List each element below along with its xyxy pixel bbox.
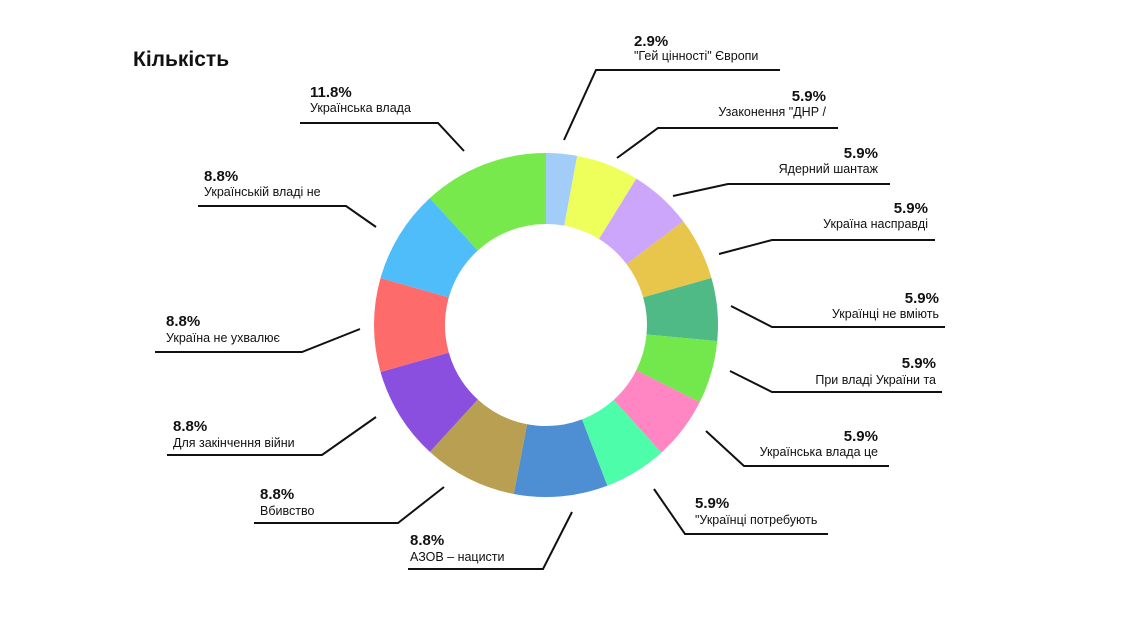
slice-percent-label: 5.9% xyxy=(695,495,729,512)
slice-category-label: Для закінчення війни xyxy=(173,436,295,450)
donut-slice xyxy=(546,153,578,226)
slice-category-label: АЗОВ – нацисти xyxy=(410,550,505,564)
slice-category-label: При владі України та xyxy=(815,373,936,387)
slice-percent-label: 5.9% xyxy=(905,290,939,307)
leader-line xyxy=(254,486,445,524)
leader-line xyxy=(198,205,377,228)
slice-category-label: "Українці потребують xyxy=(695,513,817,527)
slice-category-label: Українській владі не xyxy=(204,185,321,199)
slice-category-label: Українська влада xyxy=(310,101,411,115)
slice-percent-label: 5.9% xyxy=(844,428,878,445)
leader-line xyxy=(155,328,361,353)
leader-line xyxy=(616,127,838,159)
slice-category-label: Українці не вміють xyxy=(832,307,939,321)
donut-slice xyxy=(626,221,712,298)
donut-slice xyxy=(380,352,478,452)
slice-percent-label: 11.8% xyxy=(310,84,352,101)
donut-slice xyxy=(636,334,718,403)
slice-labels: 2.9%"Гей цінності" Європи5.9%Узаконення … xyxy=(166,33,939,564)
slice-percent-label: 5.9% xyxy=(902,355,936,372)
donut-slice xyxy=(564,155,637,240)
slice-percent-label: 5.9% xyxy=(844,145,878,162)
donut-slice xyxy=(643,278,718,342)
slice-percent-label: 8.8% xyxy=(410,532,444,549)
leader-line xyxy=(705,430,889,467)
leader-line xyxy=(167,416,377,456)
slice-category-label: Узаконення "ДНР / xyxy=(718,105,826,119)
slice-percent-label: 8.8% xyxy=(166,313,200,330)
leader-line xyxy=(300,122,465,152)
slice-percent-label: 8.8% xyxy=(173,418,207,435)
slice-category-label: Вбивство xyxy=(260,504,314,518)
leader-line xyxy=(672,183,890,197)
slice-percent-label: 2.9% xyxy=(634,33,668,50)
slice-percent-label: 8.8% xyxy=(204,168,238,185)
donut-slice xyxy=(429,153,546,251)
slice-category-label: Україна не ухвалює xyxy=(166,331,281,345)
leader-lines xyxy=(155,69,945,570)
leader-line xyxy=(408,511,573,570)
slice-category-label: Ядерний шантаж xyxy=(779,162,879,176)
slice-category-label: "Гей цінності" Європи xyxy=(634,49,758,63)
donut-slices xyxy=(374,153,718,498)
donut-slice xyxy=(380,198,478,298)
leader-line xyxy=(653,488,828,535)
slice-percent-label: 5.9% xyxy=(792,88,826,105)
chart-title: Кількість xyxy=(133,48,229,71)
donut-slice xyxy=(613,370,700,453)
donut-slice xyxy=(581,399,662,486)
leader-line xyxy=(718,239,935,255)
slice-percent-label: 5.9% xyxy=(894,200,928,217)
leader-line xyxy=(730,305,945,328)
donut-slice xyxy=(599,178,684,265)
donut-slice xyxy=(374,278,449,372)
leader-line xyxy=(563,69,780,141)
slice-category-label: Україна насправді xyxy=(823,217,928,231)
slice-category-label: Українська влада це xyxy=(760,445,878,459)
donut-slice xyxy=(429,399,528,494)
donut-slice xyxy=(513,419,608,498)
leader-line xyxy=(729,370,942,393)
slice-percent-label: 8.8% xyxy=(260,486,294,503)
